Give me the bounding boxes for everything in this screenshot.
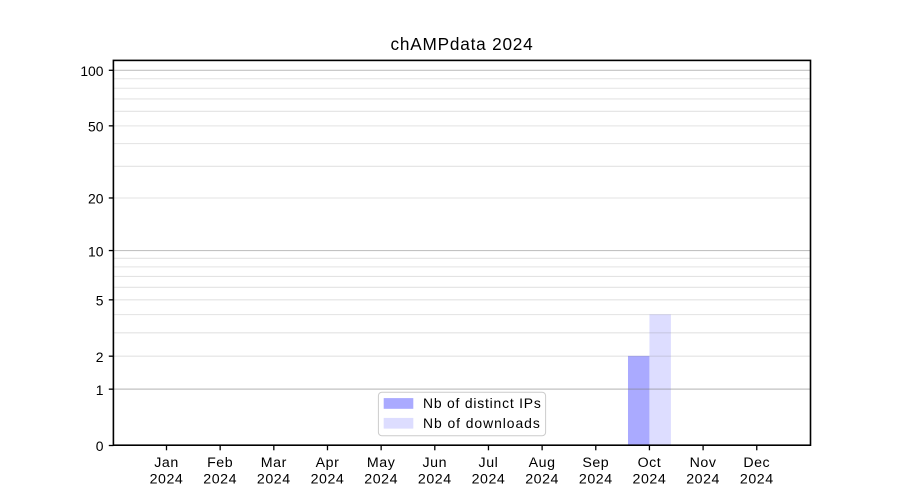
svg-text:2024: 2024 bbox=[525, 471, 559, 487]
svg-text:chAMPdata 2024: chAMPdata 2024 bbox=[390, 34, 533, 54]
svg-text:1: 1 bbox=[96, 382, 104, 398]
svg-text:2024: 2024 bbox=[203, 471, 237, 487]
svg-text:Feb: Feb bbox=[207, 455, 233, 471]
svg-text:2024: 2024 bbox=[633, 471, 667, 487]
svg-text:Sep: Sep bbox=[582, 455, 609, 471]
svg-text:Apr: Apr bbox=[316, 455, 340, 471]
svg-text:2024: 2024 bbox=[311, 471, 345, 487]
svg-text:50: 50 bbox=[88, 119, 104, 135]
svg-text:2024: 2024 bbox=[418, 471, 452, 487]
svg-text:Nb of downloads: Nb of downloads bbox=[423, 415, 541, 431]
svg-text:Jan: Jan bbox=[154, 455, 179, 471]
svg-text:2: 2 bbox=[96, 349, 104, 365]
svg-text:2024: 2024 bbox=[364, 471, 398, 487]
svg-text:100: 100 bbox=[80, 63, 103, 79]
svg-text:Mar: Mar bbox=[261, 455, 287, 471]
svg-text:2024: 2024 bbox=[472, 471, 506, 487]
svg-text:5: 5 bbox=[96, 293, 104, 309]
svg-text:Dec: Dec bbox=[743, 455, 770, 471]
svg-text:2024: 2024 bbox=[257, 471, 291, 487]
svg-text:Jul: Jul bbox=[479, 455, 499, 471]
svg-text:May: May bbox=[367, 455, 396, 471]
svg-text:Nb of distinct IPs: Nb of distinct IPs bbox=[423, 395, 542, 411]
svg-text:0: 0 bbox=[96, 438, 104, 454]
svg-text:Aug: Aug bbox=[529, 455, 556, 471]
svg-text:2024: 2024 bbox=[686, 471, 720, 487]
svg-text:Jun: Jun bbox=[423, 455, 448, 471]
svg-text:Nov: Nov bbox=[690, 455, 717, 471]
svg-text:2024: 2024 bbox=[579, 471, 613, 487]
svg-text:Oct: Oct bbox=[638, 455, 662, 471]
svg-text:2024: 2024 bbox=[740, 471, 774, 487]
svg-text:20: 20 bbox=[88, 191, 104, 207]
svg-text:2024: 2024 bbox=[150, 471, 184, 487]
svg-text:10: 10 bbox=[88, 243, 104, 259]
